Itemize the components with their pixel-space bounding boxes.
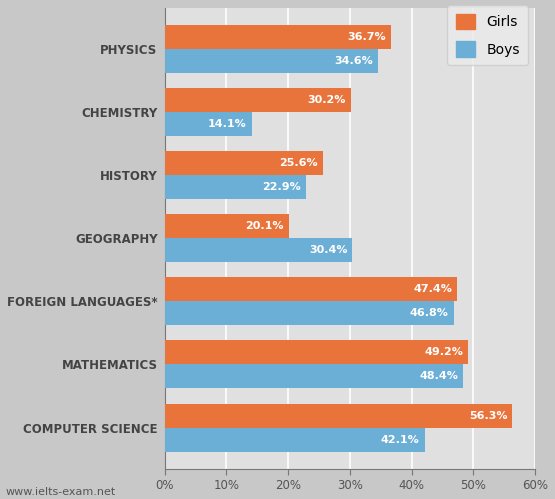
Text: 20.1%: 20.1% — [245, 221, 284, 231]
Bar — [164, 404, 512, 428]
Text: 25.6%: 25.6% — [279, 158, 317, 168]
Bar — [164, 88, 351, 112]
Bar — [164, 238, 352, 262]
Bar — [164, 175, 306, 199]
Bar — [164, 364, 463, 388]
Bar — [164, 340, 468, 364]
Text: 42.1%: 42.1% — [381, 435, 420, 445]
Bar — [164, 151, 322, 175]
Text: 48.4%: 48.4% — [420, 371, 458, 381]
Bar — [164, 277, 457, 301]
Text: 34.6%: 34.6% — [335, 56, 374, 66]
Text: 36.7%: 36.7% — [347, 32, 386, 42]
Text: 22.9%: 22.9% — [263, 182, 301, 192]
Bar — [164, 112, 251, 136]
Legend: Girls, Boys: Girls, Boys — [447, 5, 528, 65]
Bar — [164, 301, 453, 325]
Bar — [164, 428, 425, 452]
Bar — [164, 214, 289, 238]
Text: 47.4%: 47.4% — [413, 284, 452, 294]
Text: 49.2%: 49.2% — [425, 347, 463, 357]
Text: 56.3%: 56.3% — [469, 411, 507, 421]
Text: 30.2%: 30.2% — [307, 95, 346, 105]
Bar — [164, 49, 378, 73]
Text: 30.4%: 30.4% — [309, 245, 347, 255]
Text: 14.1%: 14.1% — [208, 119, 246, 129]
Text: www.ielts-exam.net: www.ielts-exam.net — [6, 487, 116, 497]
Bar — [164, 25, 391, 49]
Text: 46.8%: 46.8% — [410, 308, 448, 318]
